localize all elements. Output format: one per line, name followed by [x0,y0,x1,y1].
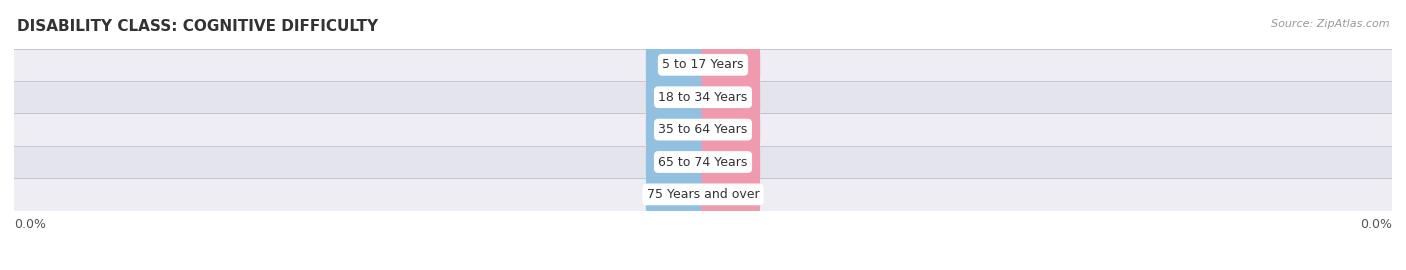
Bar [14,113,1392,146]
FancyBboxPatch shape [645,110,704,149]
FancyBboxPatch shape [645,175,704,214]
FancyBboxPatch shape [645,77,704,117]
FancyBboxPatch shape [702,77,761,117]
Text: 75 Years and over: 75 Years and over [647,188,759,201]
Bar [14,178,1392,211]
Bar [14,49,1392,81]
Text: 0.0%: 0.0% [661,60,690,70]
Text: 35 to 64 Years: 35 to 64 Years [658,123,748,136]
Text: 0.0%: 0.0% [661,157,690,167]
FancyBboxPatch shape [702,175,761,214]
Text: 0.0%: 0.0% [716,157,745,167]
FancyBboxPatch shape [645,142,704,182]
Text: 0.0%: 0.0% [716,189,745,200]
Text: DISABILITY CLASS: COGNITIVE DIFFICULTY: DISABILITY CLASS: COGNITIVE DIFFICULTY [17,19,378,34]
Bar [14,81,1392,113]
Text: 0.0%: 0.0% [716,92,745,102]
Bar [14,146,1392,178]
Text: 0.0%: 0.0% [716,60,745,70]
Text: 0.0%: 0.0% [661,92,690,102]
Text: 5 to 17 Years: 5 to 17 Years [662,58,744,71]
Legend: Male, Female: Male, Female [634,266,772,270]
Text: 0.0%: 0.0% [661,124,690,135]
Text: 0.0%: 0.0% [661,189,690,200]
Text: 18 to 34 Years: 18 to 34 Years [658,91,748,104]
Text: 0.0%: 0.0% [14,218,46,231]
Text: 0.0%: 0.0% [716,124,745,135]
Text: 0.0%: 0.0% [1360,218,1392,231]
Text: Source: ZipAtlas.com: Source: ZipAtlas.com [1271,19,1389,29]
FancyBboxPatch shape [702,110,761,149]
FancyBboxPatch shape [645,45,704,85]
Text: 65 to 74 Years: 65 to 74 Years [658,156,748,168]
FancyBboxPatch shape [702,45,761,85]
FancyBboxPatch shape [702,142,761,182]
